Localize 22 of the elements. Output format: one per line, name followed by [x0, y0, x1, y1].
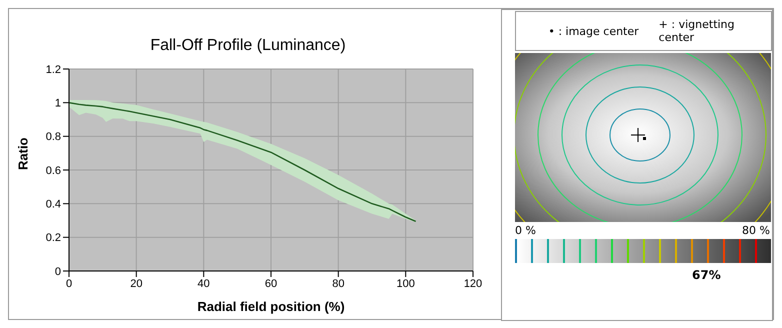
x-tick-label: 40 [198, 278, 210, 290]
text: + : vignetting center [658, 18, 736, 44]
x-tick-label: 0 [66, 278, 72, 290]
y-tick-label: 0.8 [46, 131, 61, 144]
y-tick-label: 0.2 [46, 232, 61, 244]
x-tick-label: 20 [130, 278, 142, 290]
x-tick-label: 100 [396, 278, 415, 290]
x-tick-label: 120 [464, 278, 482, 290]
text: 67% [692, 268, 721, 282]
y-tick-label: 1.2 [46, 64, 61, 76]
y-tick-label: 1 [54, 98, 61, 110]
text: • : image center [548, 24, 639, 38]
y-tick-label: 0.6 [46, 164, 61, 177]
y-axis-title: Ratio [16, 137, 31, 170]
y-tick-label: 0.4 [46, 198, 61, 211]
text: 80 % [742, 224, 770, 237]
x-tick-label: 80 [332, 278, 344, 290]
x-axis-title: Radial field position (%) [197, 299, 345, 314]
x-tick-label: 60 [264, 278, 278, 290]
chart-title: Fall-Off Profile (Luminance) [149, 37, 347, 55]
text: 0 % [515, 224, 536, 237]
y-tick-label: 0 [54, 266, 61, 278]
